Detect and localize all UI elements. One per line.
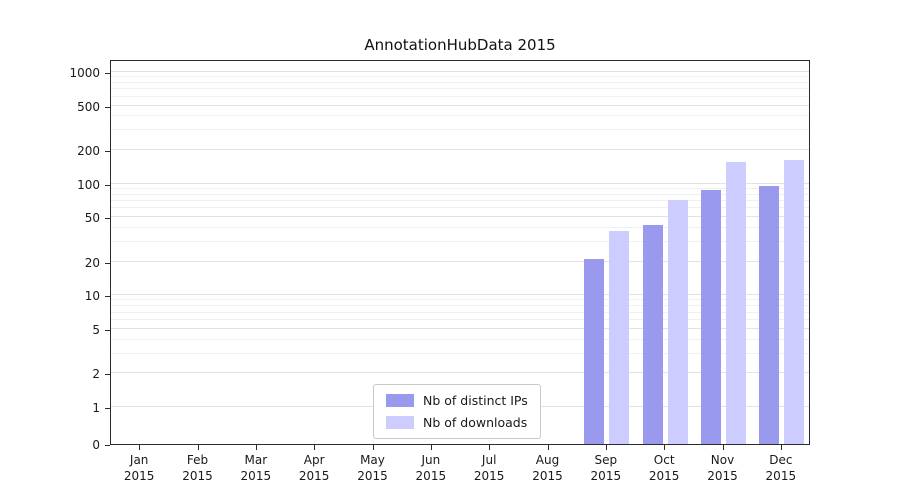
x-tick-mark-jul [489,445,491,450]
gridline-800 [111,81,809,83]
gridline-80 [111,193,809,195]
y-tick-label-10: 10 [84,289,100,304]
gridline-100 [111,182,809,184]
y-tick-mark-1 [105,408,110,409]
chart-title: AnnotationHubData 2015 [364,36,556,54]
y-tick-mark-200 [105,151,110,153]
gridline-50 [111,216,809,218]
x-tick-label-aug-2015: Aug 2015 [532,453,563,483]
x-tick-mark-jan [139,445,141,450]
gridline-500 [111,104,809,106]
gridline-10 [111,294,809,296]
gridline-1000 [111,71,809,72]
x-tick-mark-dec [780,445,782,450]
bar-distinct-ips-sep-2015 [584,259,605,444]
x-tick-mark-sep [605,445,607,450]
gridline-5 [111,327,809,329]
x-tick-label-dec-2015: Dec 2015 [765,453,797,483]
gridline-600 [111,95,809,97]
x-tick-label-sep-2015: Sep 2015 [590,453,622,483]
y-tick-mark-5 [105,329,110,331]
y-tick-mark-1000 [105,73,110,74]
x-tick-label-mar-2015: Mar 2015 [240,453,272,483]
x-tick-mark-nov [722,445,724,450]
x-tick-label-apr-2015: Apr 2015 [298,453,330,483]
legend-label-downloads: Nb of downloads [423,415,528,430]
legend-label-distinct-ips: Nb of distinct IPs [423,393,528,408]
bar-downloads-nov-2015 [726,162,746,444]
gridline-6 [111,319,809,321]
bar-distinct-ips-oct-2015 [642,224,663,444]
gridline-8 [111,305,809,307]
x-tick-label-feb-2015: Feb 2015 [182,453,213,483]
bar-distinct-ips-nov-2015 [701,190,721,444]
gridline-30 [111,241,809,243]
y-tick-label-1000: 1000 [69,66,100,80]
x-tick-mark-aug [547,445,549,450]
y-tick-label-50: 50 [84,211,100,226]
x-tick-label-may-2015: May 2015 [357,453,388,483]
y-tick-mark-100 [105,184,110,186]
gridline-2 [111,372,809,374]
y-tick-label-0: 0 [92,438,100,452]
y-tick-mark-2 [105,374,110,376]
y-tick-label-100: 100 [77,177,100,192]
x-tick-label-oct-2015: Oct 2015 [648,453,680,483]
gridline-70 [111,199,809,201]
x-tick-mark-feb [197,445,199,450]
y-tick-label-200: 200 [77,144,100,159]
x-tick-label-jan-2015: Jan 2015 [123,453,155,483]
gridline-9 [111,299,809,301]
x-tick-label-jun-2015: Jun 2015 [415,453,447,483]
gridline-200 [111,149,809,151]
y-tick-label-20: 20 [84,255,100,270]
gridline-7 [111,311,809,313]
y-tick-label-2: 2 [92,367,100,382]
legend-item-downloads: Nb of downloads [386,415,528,430]
gridline-900 [111,76,809,78]
x-tick-mark-apr [314,445,316,450]
bar-downloads-oct-2015 [667,199,688,444]
x-tick-label-jul-2015: Jul 2015 [473,453,505,483]
gridline-40 [111,227,809,229]
legend-swatch-distinct-ips [386,394,414,407]
y-tick-mark-20 [105,262,110,264]
gridline-60 [111,207,809,209]
y-tick-mark-500 [105,106,110,108]
chart-legend: Nb of distinct IPs Nb of downloads [373,384,541,439]
gridline-20 [111,260,809,262]
gridline-300 [111,129,809,131]
legend-item-distinct-ips: Nb of distinct IPs [386,393,528,408]
gridline-700 [111,88,809,90]
x-tick-mark-oct [664,445,666,450]
bar-distinct-ips-dec-2015 [759,186,780,444]
y-tick-label-500: 500 [77,99,100,114]
x-tick-mark-mar [255,445,257,450]
y-tick-mark-0 [105,445,110,446]
y-tick-label-1: 1 [92,401,100,415]
y-tick-label-5: 5 [92,322,100,337]
bar-downloads-sep-2015 [609,230,630,444]
legend-swatch-downloads [386,416,414,429]
y-tick-mark-50 [105,218,110,220]
gridline-4 [111,338,809,340]
gridline-90 [111,187,809,189]
bar-downloads-dec-2015 [784,160,805,444]
x-tick-mark-may [372,445,374,450]
y-tick-mark-10 [105,296,110,298]
x-tick-mark-jun [430,445,432,450]
x-tick-label-nov-2015: Nov 2015 [707,453,738,483]
plot-area: Nb of distinct IPs Nb of downloads [110,60,810,445]
gridline-400 [111,115,809,117]
gridline-3 [111,352,809,354]
